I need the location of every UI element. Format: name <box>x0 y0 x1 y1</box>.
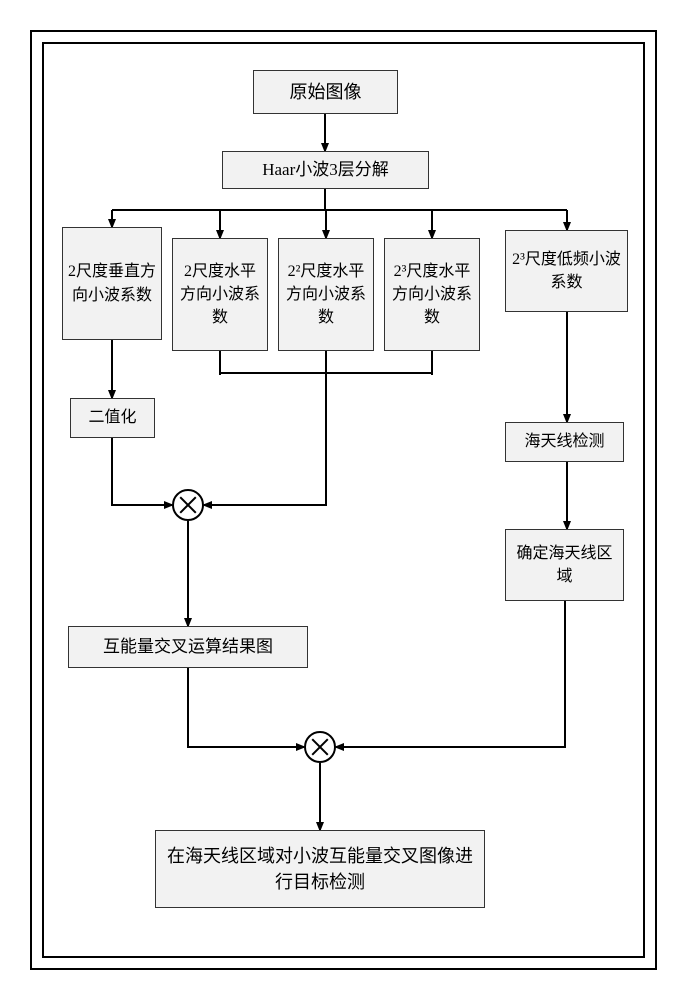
label: 确定海天线区域 <box>506 540 623 590</box>
label: 2³尺度低频小波系数 <box>506 246 627 296</box>
label: 2³尺度水平方向小波系数 <box>385 258 479 332</box>
label: 在海天线区域对小波互能量交叉图像进行目标检测 <box>156 841 484 897</box>
flowchart-canvas: 原始图像 Haar小波3层分解 2尺度垂直方向小波系数 2尺度水平方向小波系数 … <box>0 0 687 1000</box>
label: 互能量交叉运算结果图 <box>99 633 277 662</box>
node-binarization: 二值化 <box>70 398 155 438</box>
label: 二值化 <box>84 404 140 431</box>
label: 原始图像 <box>286 77 366 107</box>
node-final-target-detection: 在海天线区域对小波互能量交叉图像进行目标检测 <box>155 830 485 908</box>
label: 2尺度水平方向小波系数 <box>173 258 267 332</box>
operator-multiply-2 <box>304 731 336 763</box>
operator-multiply-1 <box>172 489 204 521</box>
node-scale2sq-horizontal-coeff: 2²尺度水平方向小波系数 <box>278 238 374 351</box>
node-sea-sky-line-detection: 海天线检测 <box>505 422 624 462</box>
node-scale2cu-horizontal-coeff: 2³尺度水平方向小波系数 <box>384 238 480 351</box>
node-scale2-vertical-coeff: 2尺度垂直方向小波系数 <box>62 227 162 340</box>
label: 2尺度垂直方向小波系数 <box>63 258 161 308</box>
label: 2²尺度水平方向小波系数 <box>279 258 373 332</box>
label: 海天线检测 <box>520 428 608 455</box>
node-original-image: 原始图像 <box>253 70 398 114</box>
node-cross-energy-result: 互能量交叉运算结果图 <box>68 626 308 668</box>
node-determine-sea-sky-region: 确定海天线区域 <box>505 529 624 601</box>
node-scale2cu-lowfreq-coeff: 2³尺度低频小波系数 <box>505 230 628 312</box>
label: Haar小波3层分解 <box>258 156 393 185</box>
node-haar-decomposition: Haar小波3层分解 <box>222 151 429 189</box>
node-scale2-horizontal-coeff: 2尺度水平方向小波系数 <box>172 238 268 351</box>
